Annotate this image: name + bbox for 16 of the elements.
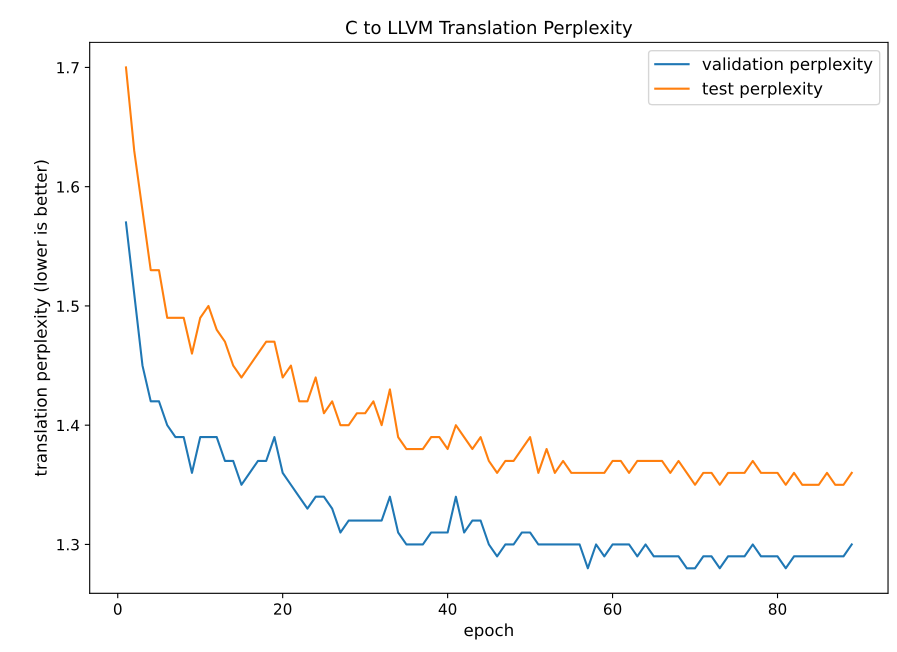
y-tick-label: 1.6 (57, 181, 80, 193)
line-series (124, 221, 853, 570)
y-tick-label: 1.4 (57, 420, 80, 431)
legend-label: validation perplexity (702, 57, 873, 74)
x-tick-label: 60 (604, 603, 622, 615)
legend-label: test perplexity (702, 82, 822, 98)
x-axis-title: epoch (464, 623, 513, 640)
y-tick-label: 1.3 (57, 538, 79, 550)
x-tick-label: 40 (438, 603, 456, 615)
x-tick-label: 0 (114, 603, 122, 615)
y-tick-label: 1.7 (57, 62, 79, 74)
x-tick-label: 80 (768, 603, 786, 615)
x-tick-label: 20 (274, 603, 292, 615)
chart-title: C to LLVM Translation Perplexity (346, 20, 632, 38)
y-axis-title: translation perplexity (lower is better) (34, 160, 50, 476)
y-tick-label: 1.5 (57, 300, 79, 312)
